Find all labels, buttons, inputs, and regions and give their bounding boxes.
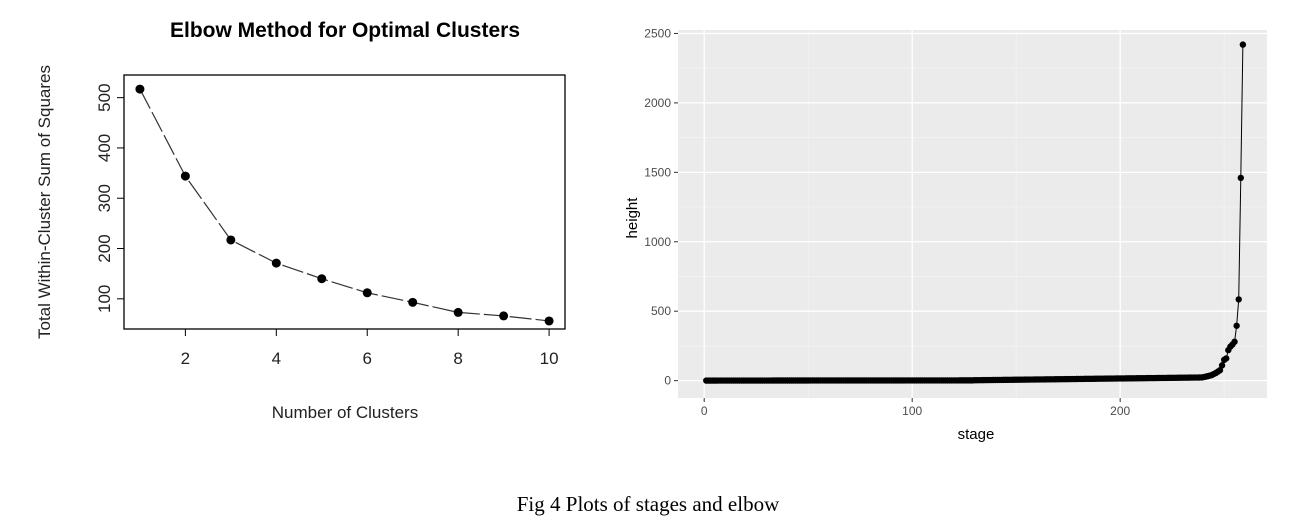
elbow-x-axis: 2 4 6 8 10 [181,328,559,368]
stage-y-tick-label: 1000 [644,235,671,249]
elbow-chart: Elbow Method for Optimal Clusters 100 200… [35,19,566,422]
stage-point [1237,174,1244,182]
stage-series [703,41,1247,384]
elbow-point [180,171,190,181]
stage-y-tick-label: 1500 [644,165,671,179]
elbow-point [135,84,145,94]
elbow-line [139,88,550,322]
stage-point [1216,367,1224,374]
elbow-y-tick-label: 100 [95,285,114,313]
stage-x-tick-label: 0 [701,404,708,418]
stage-point [1233,322,1240,329]
stage-point [1235,296,1242,303]
elbow-x-tick-label: 2 [181,349,190,368]
stage-point [1223,355,1230,362]
stage-x-tick-label: 200 [1110,404,1130,418]
elbow-y-tick-label: 500 [95,83,114,111]
stage-height-chart: 0 500 1000 1500 2000 2500 0 100 200 stage heigh… [624,26,1267,443]
stage-y-tick-label: 0 [664,374,671,388]
elbow-point [544,316,554,326]
stage-panel-background [678,30,1267,398]
figure-caption: Fig 4 Plots of stages and elbow [516,492,780,516]
elbow-y-tick-label: 300 [95,184,114,212]
elbow-point [226,235,236,245]
stage-y-tick-label: 2500 [644,26,671,40]
stage-y-tick-label: 500 [651,304,671,318]
stage-point [1231,338,1238,345]
elbow-point [453,307,463,317]
elbow-y-axis: 100 200 300 400 500 [95,83,125,313]
elbow-x-tick-label: 8 [453,349,462,368]
elbow-point [317,274,327,284]
elbow-point [408,297,418,307]
elbow-y-tick-label: 200 [95,234,114,262]
elbow-x-tick-label: 4 [272,349,281,368]
elbow-series [135,84,554,326]
elbow-point [499,311,509,321]
stage-x-tick-label: 100 [902,404,922,418]
elbow-y-axis-label: Total Within-Cluster Sum of Squares [35,65,54,339]
stage-point [1239,41,1247,48]
stage-y-axis: 0 500 1000 1500 2000 2500 [644,26,678,388]
elbow-chart-title: Elbow Method for Optimal Clusters [170,19,520,42]
stage-gridlines [678,30,1267,398]
stage-x-axis-label: stage [958,426,995,443]
elbow-x-tick-label: 6 [362,349,371,368]
elbow-y-tick-label: 400 [95,134,114,162]
stage-y-axis-label: height [624,197,641,239]
elbow-x-tick-label: 10 [540,349,559,368]
elbow-point [362,288,372,298]
elbow-x-axis-label: Number of Clusters [272,403,418,422]
elbow-point [271,258,281,268]
stage-x-axis: 0 100 200 [701,398,1130,418]
elbow-plot-frame [123,74,566,330]
stage-point [1218,362,1226,369]
stage-y-tick-label: 2000 [644,96,671,110]
